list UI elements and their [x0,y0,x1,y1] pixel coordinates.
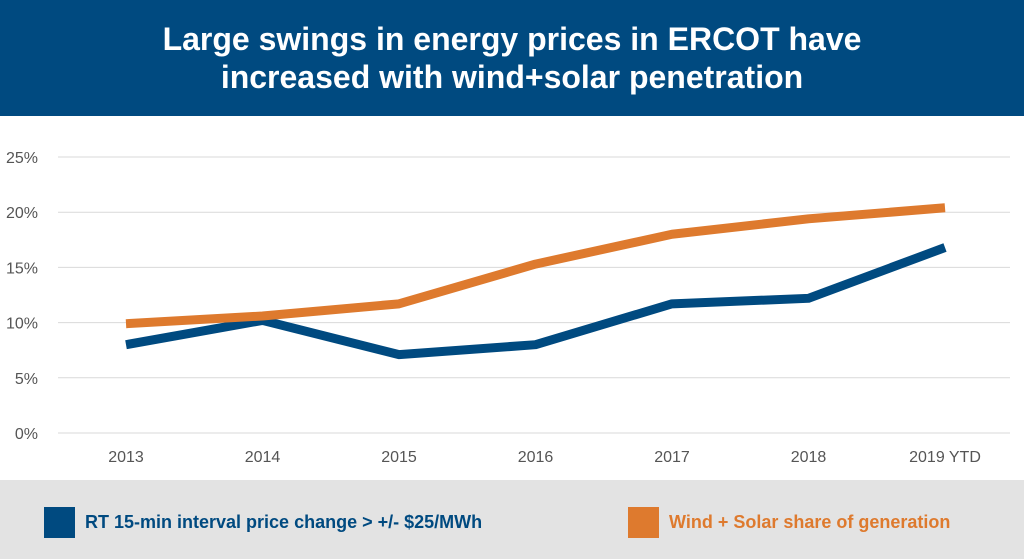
y-tick-label: 5% [15,371,38,388]
y-tick-label: 20% [6,205,38,222]
x-tick-label: 2017 [654,449,690,466]
gridlines [58,157,1010,433]
y-tick-label: 15% [6,260,38,277]
y-tick-label: 10% [6,316,38,333]
y-tick-label: 25% [6,150,38,167]
series-line-wind-solar [126,208,945,324]
x-axis-ticks: 2013 2014 2015 2016 2017 2018 2019 YTD [108,449,981,466]
legend-label-price-change: RT 15-min interval price change > +/- $2… [85,512,482,533]
legend-swatch-wind-solar [628,507,659,538]
series-lines [126,208,945,355]
legend-label-wind-solar: Wind + Solar share of generation [669,512,950,533]
x-tick-label: 2019 YTD [909,449,981,466]
plot-area: 0% 5% 10% 15% 20% 25% 2013 2014 2015 2016 2017 201… [0,116,1024,480]
y-tick-label: 0% [15,426,38,443]
line-chart: 0%5%10%15%20%25% 2013 2014 2015 2016 2017 201… [0,116,1024,480]
x-tick-label: 2018 [791,449,827,466]
legend-swatch-price-change [44,507,75,538]
x-tick-label: 2014 [245,449,281,466]
x-tick-label: 2013 [108,449,144,466]
x-tick-label: 2016 [518,449,554,466]
legend: RT 15-min interval price change > +/- $2… [0,480,1024,559]
legend-item-wind-solar: Wind + Solar share of generation [628,507,950,538]
y-axis-ticks: 0% 5% 10% 15% 20% 25% [6,150,38,443]
chart-title: Large swings in energy prices in ERCOT h… [132,20,892,96]
x-tick-label: 2015 [381,449,417,466]
legend-item-price-change: RT 15-min interval price change > +/- $2… [44,507,482,538]
title-banner: Large swings in energy prices in ERCOT h… [0,0,1024,116]
